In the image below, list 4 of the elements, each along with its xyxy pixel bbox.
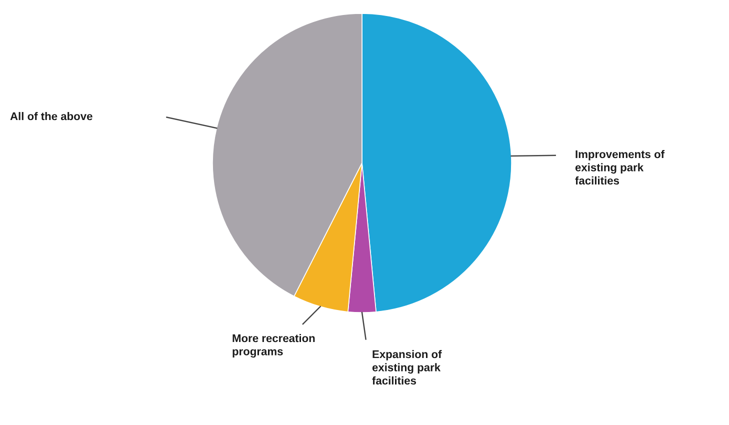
slice-label: Expansion of existing park facilities — [372, 350, 442, 385]
slice-label: All of the above — [10, 112, 92, 120]
slice-label: Improvements of existing park facilities — [575, 150, 665, 185]
slice-label: More recreation programs — [232, 334, 315, 358]
